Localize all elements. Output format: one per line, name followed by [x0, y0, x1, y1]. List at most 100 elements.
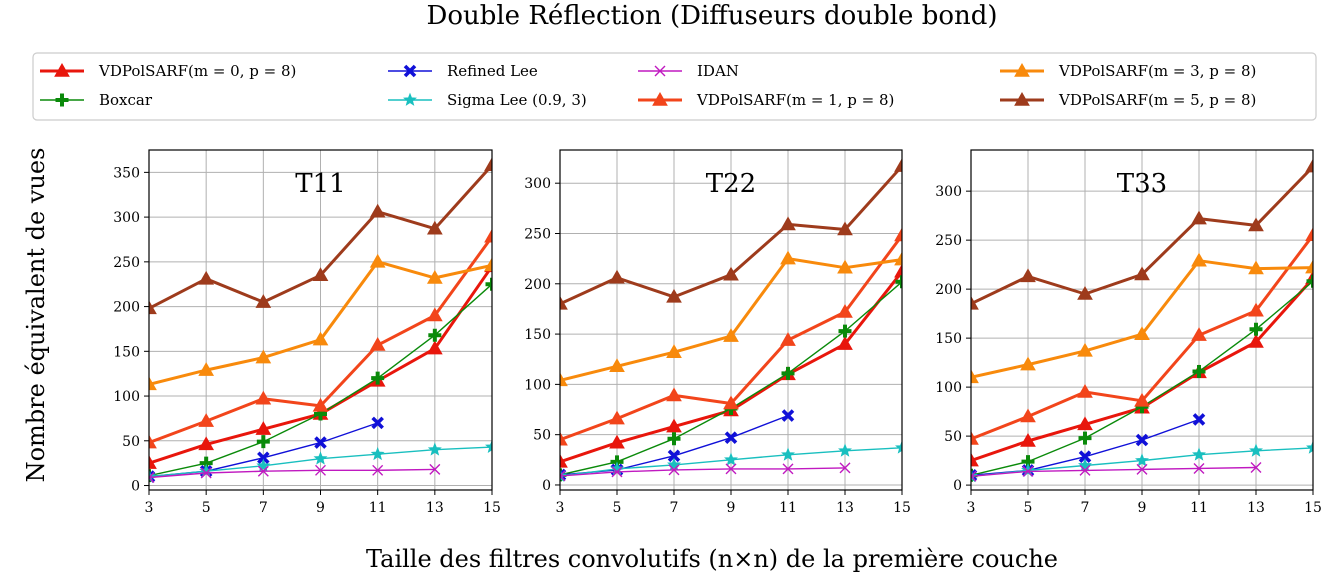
- data-point: [1306, 440, 1313, 454]
- data-point: [609, 434, 625, 449]
- data-point: [1191, 252, 1207, 267]
- data-point: [1306, 274, 1313, 288]
- y-tick-label: 150: [524, 327, 551, 343]
- data-point: [198, 270, 215, 285]
- data-point: [426, 340, 443, 355]
- series-line: [560, 467, 846, 477]
- x-tick-label: 11: [1190, 500, 1208, 516]
- x-tick-label: 9: [1138, 500, 1147, 516]
- data-point: [1135, 453, 1149, 467]
- y-tick-label: 350: [113, 165, 140, 181]
- data-point: [255, 390, 272, 405]
- legend-entry-boxcar: Boxcar: [40, 91, 153, 109]
- data-point: [609, 358, 625, 373]
- data-point: [609, 269, 625, 284]
- data-point: [560, 372, 568, 387]
- data-point: [314, 436, 327, 449]
- series-vdpolsarf-m-5-p-8: [560, 158, 902, 310]
- data-point: [257, 465, 269, 477]
- plot-area: [560, 158, 902, 482]
- data-point: [372, 464, 384, 476]
- data-point: [1020, 356, 1036, 371]
- data-point: [371, 371, 385, 385]
- x-tick-label: 15: [483, 500, 501, 516]
- legend-marker: [54, 62, 70, 77]
- series-vdpolsarf-m-1-p-8: [149, 228, 492, 449]
- y-tick-label: 50: [944, 429, 962, 445]
- x-tick-label: 7: [670, 500, 679, 516]
- data-point: [723, 328, 739, 342]
- data-point: [1077, 286, 1093, 300]
- data-point: [149, 434, 157, 449]
- series-vdpolsarf-m-5-p-8: [971, 158, 1313, 310]
- y-tick-label: 100: [524, 377, 551, 393]
- data-point: [560, 470, 566, 482]
- data-point: [426, 307, 443, 322]
- data-point: [780, 332, 796, 346]
- data-point: [780, 216, 796, 231]
- x-tick-label: 5: [1024, 500, 1033, 516]
- legend-entry-vdpolsarf-m-5-p-8: VDPolSARF(m = 5, p = 8): [1000, 91, 1256, 109]
- legend-label: Boxcar: [99, 91, 153, 109]
- x-tick-label: 5: [202, 500, 211, 516]
- data-point: [255, 294, 272, 308]
- legend-marker: [1014, 62, 1030, 77]
- data-point: [894, 263, 902, 278]
- axes-frame: [148, 149, 493, 491]
- data-point: [312, 267, 329, 282]
- data-point: [149, 471, 155, 483]
- y-tick-label: 100: [113, 389, 140, 405]
- data-point: [971, 369, 979, 384]
- x-tick-label: 13: [426, 500, 444, 516]
- data-point: [484, 257, 492, 272]
- x-tick-label: 9: [727, 500, 736, 516]
- x-tick-label: 3: [967, 500, 976, 516]
- series-vdpolsarf-m-1-p-8: [560, 227, 902, 446]
- data-point: [1022, 465, 1034, 477]
- data-point: [1079, 464, 1091, 476]
- data-point: [1134, 266, 1150, 281]
- data-point: [198, 362, 215, 376]
- data-point: [429, 463, 441, 475]
- y-axis-label: Nombre équivalent de vues: [22, 148, 50, 483]
- data-point: [313, 451, 328, 465]
- data-point: [1191, 210, 1207, 225]
- data-point: [971, 452, 979, 467]
- x-tick-label: 7: [1081, 500, 1090, 516]
- data-point: [484, 228, 492, 243]
- y-tick-label: 200: [935, 282, 962, 298]
- data-point: [255, 349, 272, 364]
- y-tick-label: 150: [113, 344, 140, 360]
- y-tick-label: 300: [524, 176, 551, 192]
- data-point: [723, 395, 739, 410]
- legend-frame: [32, 52, 1317, 121]
- data-point: [666, 288, 682, 303]
- data-point: [971, 431, 979, 445]
- data-point: [1192, 447, 1206, 461]
- data-point: [312, 331, 329, 346]
- data-point: [1020, 268, 1036, 283]
- data-point: [894, 158, 902, 172]
- plot-area: [149, 157, 492, 483]
- legend-label: VDPolSARF(m = 5, p = 8): [1058, 91, 1256, 109]
- legend-marker: [1014, 91, 1030, 106]
- data-point: [1248, 260, 1264, 275]
- data-point: [428, 328, 442, 342]
- data-point: [838, 443, 852, 457]
- data-point: [484, 157, 492, 171]
- axes-frame: [559, 149, 903, 491]
- x-tick-label: 3: [145, 500, 154, 516]
- x-tick-label: 7: [259, 500, 268, 516]
- series-vdpolsarf-m-3-p-8: [971, 252, 1313, 384]
- legend-entry-vdpolsarf-m-1-p-8: VDPolSARF(m = 1, p = 8): [638, 91, 894, 109]
- data-point: [1249, 443, 1263, 457]
- data-point: [780, 250, 796, 265]
- legend-label: VDPolSARF(m = 3, p = 8): [1058, 62, 1256, 80]
- data-point: [1136, 463, 1148, 475]
- data-point: [894, 251, 902, 266]
- y-tick-label: 250: [935, 233, 962, 249]
